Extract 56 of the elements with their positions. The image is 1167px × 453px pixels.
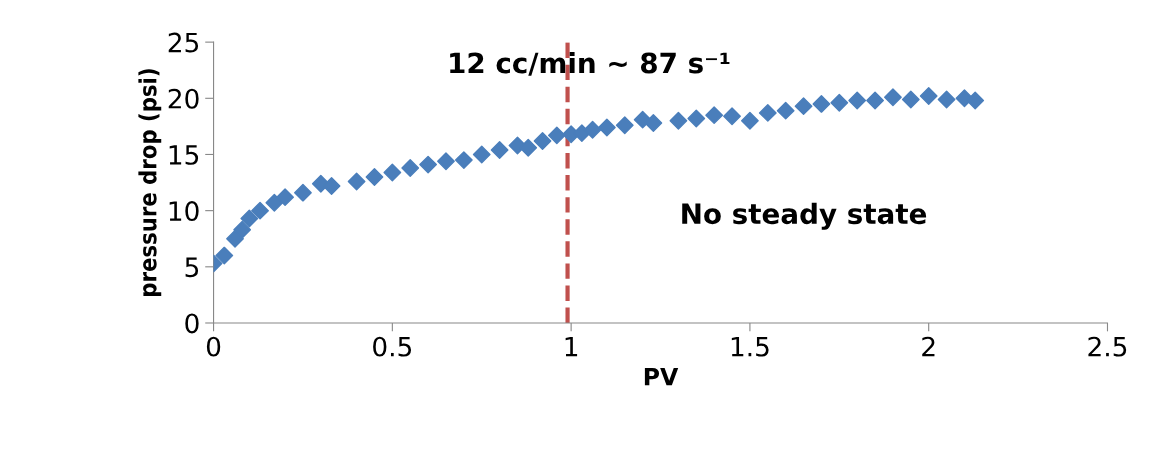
chart-title: 12 cc/min ~ 87 s⁻¹ <box>450 52 730 76</box>
point <box>884 88 902 107</box>
point <box>519 138 538 157</box>
point <box>547 126 566 145</box>
point <box>812 95 831 113</box>
point <box>669 111 688 130</box>
point <box>705 106 724 125</box>
point <box>233 220 252 239</box>
point <box>240 209 259 228</box>
point <box>794 97 813 116</box>
point <box>776 101 795 120</box>
point <box>251 201 269 220</box>
x-tick-label: 0 <box>206 336 221 357</box>
x-tick-label: 1 <box>565 337 578 357</box>
annotation: No steady state <box>682 202 927 230</box>
point <box>276 188 294 207</box>
point <box>901 90 920 109</box>
point <box>401 159 420 177</box>
point <box>265 193 284 212</box>
point <box>597 118 616 137</box>
point <box>919 87 938 105</box>
point <box>583 120 602 139</box>
y-tick-label: 10 <box>169 201 199 222</box>
point <box>723 107 741 126</box>
x-tick-label: 2 <box>922 336 935 357</box>
x-tick-label: 0.5 <box>373 336 412 357</box>
x-axis-title: PV <box>644 368 679 386</box>
point <box>437 152 455 171</box>
y-tick-label: 20 <box>168 88 199 109</box>
point <box>383 163 402 182</box>
x-tick-label: 1.5 <box>731 337 769 357</box>
x-tick-label: 2.5 <box>1088 336 1127 357</box>
point <box>533 132 552 150</box>
point <box>419 155 438 174</box>
y-tick-label: 25 <box>168 32 199 53</box>
point <box>848 91 867 110</box>
point <box>966 91 985 110</box>
point <box>215 246 234 265</box>
point <box>490 141 509 159</box>
point <box>830 93 849 112</box>
point <box>937 90 956 109</box>
y-tick-label: 0 <box>185 313 199 334</box>
y-tick-label: 5 <box>185 257 199 278</box>
y-axis-title: pressure drop (psi) <box>138 69 162 296</box>
point <box>294 183 312 202</box>
point <box>644 114 663 132</box>
point <box>741 111 759 130</box>
y-tick-label: 15 <box>169 145 199 165</box>
point <box>347 172 366 191</box>
point <box>472 145 491 164</box>
point <box>866 91 884 110</box>
point <box>758 103 777 122</box>
point <box>687 109 706 128</box>
point <box>365 168 384 186</box>
point <box>454 151 473 170</box>
point <box>615 116 634 135</box>
